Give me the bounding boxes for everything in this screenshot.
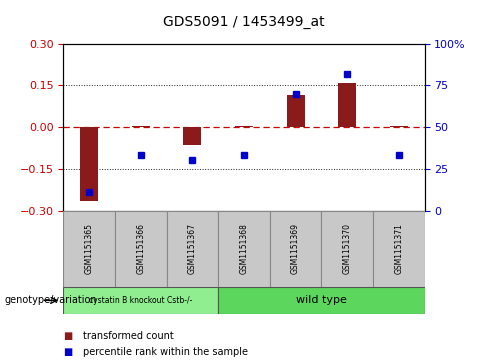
Bar — [322, 211, 373, 287]
Bar — [218, 287, 425, 314]
Text: GSM1151367: GSM1151367 — [188, 223, 197, 274]
Text: GSM1151366: GSM1151366 — [136, 223, 145, 274]
Text: GSM1151370: GSM1151370 — [343, 223, 352, 274]
Bar — [270, 211, 322, 287]
Text: ■: ■ — [63, 347, 73, 357]
Bar — [218, 211, 270, 287]
Text: transformed count: transformed count — [83, 331, 174, 341]
Bar — [390, 126, 408, 127]
Bar — [338, 82, 356, 127]
Text: percentile rank within the sample: percentile rank within the sample — [83, 347, 248, 357]
Text: wild type: wild type — [296, 295, 347, 305]
Bar — [183, 127, 202, 145]
Bar — [132, 126, 150, 127]
Bar — [166, 211, 218, 287]
Text: GSM1151368: GSM1151368 — [240, 223, 248, 274]
Bar — [286, 95, 305, 127]
Bar — [80, 127, 98, 201]
Text: GSM1151365: GSM1151365 — [85, 223, 94, 274]
Bar — [63, 211, 115, 287]
Bar — [373, 211, 425, 287]
Text: GSM1151369: GSM1151369 — [291, 223, 300, 274]
Text: GSM1151371: GSM1151371 — [394, 223, 403, 274]
Bar — [63, 287, 218, 314]
Bar — [235, 126, 253, 127]
Text: GDS5091 / 1453499_at: GDS5091 / 1453499_at — [163, 15, 325, 29]
Text: genotype/variation: genotype/variation — [5, 295, 98, 305]
Bar — [115, 211, 166, 287]
Text: ■: ■ — [63, 331, 73, 341]
Text: cystatin B knockout Cstb-/-: cystatin B knockout Cstb-/- — [89, 296, 192, 305]
